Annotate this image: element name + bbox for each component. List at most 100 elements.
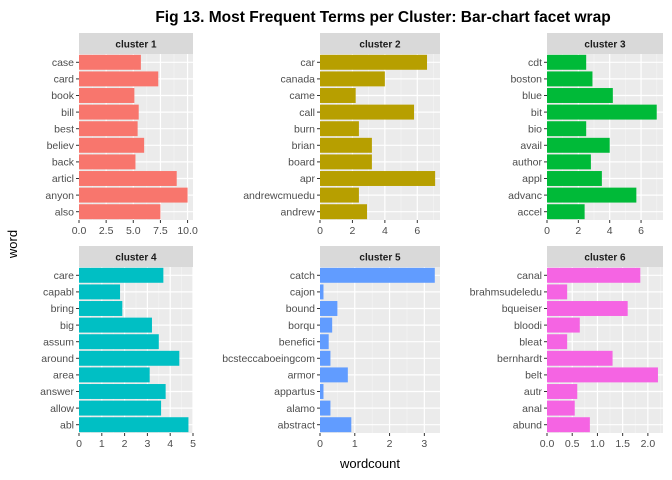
bar-catch: [320, 267, 435, 283]
bar-bio: [547, 121, 587, 137]
x-tick-label: 0: [317, 438, 323, 450]
panel-cluster-3: cluster 3 accel advanc appl author avail bio bi…: [508, 33, 663, 237]
y-tick-label: came: [289, 90, 315, 102]
x-tick-label: 2: [575, 225, 581, 237]
y-tick-label: assum: [43, 336, 74, 348]
x-tick-label: 2.5: [99, 225, 114, 237]
bar-author: [547, 154, 591, 170]
bar-board: [320, 154, 372, 170]
y-tick-label: benefici: [279, 336, 315, 348]
x-tick-label: 0: [76, 438, 82, 450]
y-tick-label: abund: [513, 419, 542, 431]
bar-bring: [79, 301, 123, 316]
bar-abl: [79, 417, 189, 433]
panel-cluster-6: cluster 6 abund anal autr belt bernhardt bleat…: [470, 246, 663, 450]
bar-autr: [547, 384, 578, 399]
y-tick-label: abl: [60, 419, 74, 431]
bar-avail: [547, 137, 610, 153]
x-tick-label: 2: [122, 438, 128, 450]
bar-card: [79, 71, 159, 87]
bar-also: [79, 204, 161, 220]
y-tick-label: boston: [510, 74, 542, 86]
x-tick-label: 6: [414, 225, 420, 237]
bar-cdt: [547, 54, 587, 70]
panel-cluster-5: cluster 5 abstract alamo appartus armor bcste…: [222, 246, 440, 450]
x-tick-label: 6: [638, 225, 644, 237]
bar-abstract: [320, 417, 352, 433]
bar-assum: [79, 334, 159, 350]
y-tick-label: also: [55, 206, 74, 218]
y-tick-label: cajon: [290, 287, 315, 299]
y-tick-label: capabl: [43, 287, 74, 299]
x-tick-label: 2: [387, 438, 393, 450]
bar-cajon: [320, 284, 324, 300]
y-tick-label: canal: [517, 270, 542, 282]
bar-brahmsudeledu: [547, 284, 568, 300]
y-tick-label: case: [52, 57, 74, 69]
bar-bit: [547, 104, 657, 120]
y-tick-label: appl: [522, 173, 542, 185]
y-tick-label: cdt: [528, 57, 542, 69]
facet-strip-label: cluster 4: [115, 253, 157, 264]
x-tick-label: 0.0: [72, 225, 87, 237]
panel-cluster-4: cluster 4 abl allow answer area around assum bi…: [40, 246, 196, 450]
x-tick-label: 4: [167, 438, 173, 450]
x-axis-title: wordcount: [339, 456, 400, 471]
bar-area: [79, 367, 150, 383]
y-tick-label: borqu: [288, 320, 315, 332]
facet-strip: [547, 33, 663, 54]
bar-appl: [547, 171, 602, 186]
bar-bcsteccaboeingcom: [320, 350, 331, 366]
bar-benefici: [320, 334, 329, 350]
x-tick-label: 4: [382, 225, 388, 237]
chart-title: Fig 13. Most Frequent Terms per Cluster:…: [155, 9, 610, 26]
bar-apr: [320, 171, 436, 186]
facet-strip: [79, 246, 193, 267]
y-tick-label: alamo: [286, 403, 315, 415]
y-tick-label: bqueiser: [502, 303, 543, 315]
facet-strip-label: cluster 5: [359, 253, 401, 264]
y-tick-label: anyon: [45, 190, 74, 202]
y-tick-label: call: [299, 107, 315, 119]
facet-strip-label: cluster 3: [584, 40, 626, 51]
y-tick-label: apr: [300, 173, 316, 185]
bar-came: [320, 88, 356, 103]
x-tick-label: 5.0: [126, 225, 141, 237]
y-tick-label: anal: [522, 403, 542, 415]
x-tick-label: 4: [607, 225, 613, 237]
y-tick-label: catch: [290, 270, 315, 282]
x-tick-label: 10.0: [177, 225, 198, 237]
facet-strip: [320, 246, 440, 267]
bar-anyon: [79, 187, 188, 203]
bar-abund: [547, 417, 590, 433]
bar-bqueiser: [547, 301, 628, 316]
y-tick-label: appartus: [274, 386, 315, 398]
y-tick-label: articl: [52, 173, 74, 185]
bar-answer: [79, 384, 166, 399]
y-tick-label: accel: [517, 206, 542, 218]
x-tick-label: 0.0: [540, 438, 555, 450]
panel-background: [320, 267, 440, 433]
bar-car: [320, 54, 428, 70]
y-tick-label: answer: [40, 386, 74, 398]
y-tick-label: bound: [286, 303, 315, 315]
y-tick-label: care: [54, 270, 75, 282]
bar-anal: [547, 400, 575, 416]
bar-boston: [547, 71, 593, 87]
y-tick-label: canada: [281, 74, 316, 86]
bar-call: [320, 104, 415, 120]
x-tick-label: 1.5: [615, 438, 630, 450]
bar-appartus: [320, 384, 324, 399]
y-tick-label: author: [512, 157, 542, 169]
bar-accel: [547, 204, 585, 220]
y-tick-label: bill: [61, 107, 74, 119]
x-tick-label: 2: [350, 225, 356, 237]
x-tick-label: 3: [144, 438, 150, 450]
y-tick-label: brahmsudeledu: [470, 287, 543, 299]
bar-alamo: [320, 400, 331, 416]
bar-believ: [79, 137, 145, 153]
y-tick-label: abstract: [278, 419, 315, 431]
panel-cluster-2: cluster 2 andrew andrewcmuedu apr board brian…: [243, 33, 440, 237]
y-tick-label: bleat: [519, 336, 542, 348]
